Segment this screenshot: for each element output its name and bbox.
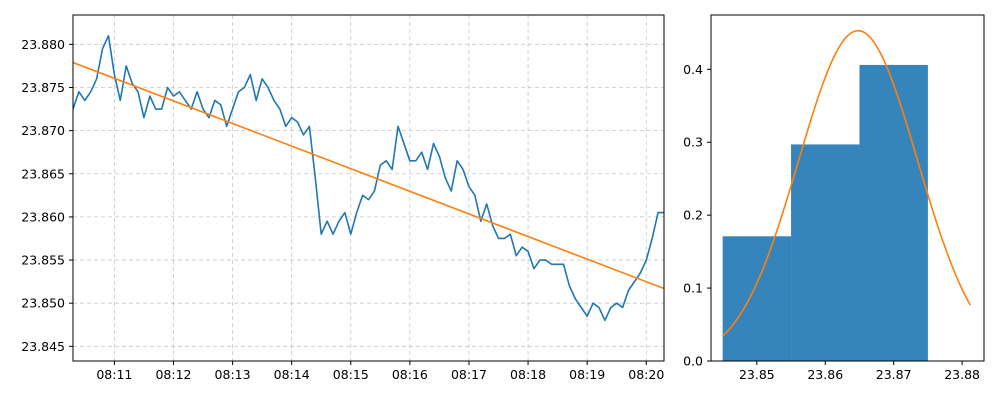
x-tick-label: 08:14 xyxy=(274,367,310,382)
x-tick-label: 23.86 xyxy=(807,367,843,382)
y-tick-label: 23.845 xyxy=(21,339,65,354)
x-tick-label: 08:13 xyxy=(215,367,251,382)
grid-lines xyxy=(73,15,664,361)
y-tick-label: 0.4 xyxy=(683,62,703,77)
y-tick-label: 23.850 xyxy=(21,296,65,311)
x-tick-label: 08:16 xyxy=(392,367,428,382)
plot-area xyxy=(73,34,664,322)
x-tick-label: 08:20 xyxy=(628,367,664,382)
histogram-bar xyxy=(791,144,860,361)
y-tick-label: 23.875 xyxy=(21,80,65,95)
trend-line xyxy=(73,61,664,290)
x-tick-label: 23.87 xyxy=(876,367,912,382)
axes-frame xyxy=(710,14,985,362)
y-tick-label: 0.2 xyxy=(683,208,703,223)
y-tick-label: 0.1 xyxy=(683,281,703,296)
histogram-bar xyxy=(722,236,792,361)
price-series-line xyxy=(73,34,664,322)
x-tick-label: 08:17 xyxy=(451,367,487,382)
y-tick-label: 0.3 xyxy=(683,135,703,150)
y-tick-label: 23.860 xyxy=(21,209,65,224)
x-tick-label: 08:11 xyxy=(96,367,132,382)
y-tick-label: 23.870 xyxy=(21,123,65,138)
y-tick-label: 0.0 xyxy=(683,354,703,369)
price-histogram: 23.85 23.86 23.87 23.88 0.0 0.1 0.2 0.3 0.4 xyxy=(683,14,985,382)
y-tick-label: 23.865 xyxy=(21,166,65,181)
x-tick-label: 08:12 xyxy=(155,367,191,382)
x-tick-label: 08:15 xyxy=(333,367,369,382)
histogram-bar xyxy=(859,64,928,362)
axes-frame xyxy=(72,14,665,362)
x-tick-label: 23.88 xyxy=(944,367,980,382)
x-tick-label: 08:19 xyxy=(569,367,605,382)
x-tick-label: 08:18 xyxy=(510,367,546,382)
price-line-chart: 08:11 08:12 08:13 08:14 08:15 08:16 08:17 08:18… xyxy=(21,14,665,382)
x-tick-label: 23.85 xyxy=(739,367,775,382)
normal-fit-curve xyxy=(722,29,972,337)
y-tick-label: 23.855 xyxy=(21,253,65,268)
y-tick-label: 23.880 xyxy=(21,37,65,52)
